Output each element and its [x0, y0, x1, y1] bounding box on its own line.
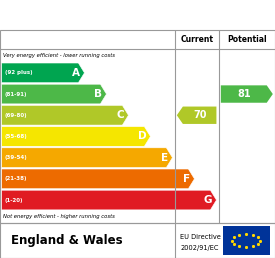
- Text: (55-68): (55-68): [5, 134, 28, 139]
- Text: (81-91): (81-91): [5, 92, 28, 96]
- Text: (1-20): (1-20): [5, 198, 23, 203]
- Text: 2002/91/EC: 2002/91/EC: [180, 245, 219, 251]
- Polygon shape: [2, 169, 194, 189]
- Text: (92 plus): (92 plus): [5, 70, 32, 75]
- Polygon shape: [2, 106, 128, 125]
- Text: B: B: [94, 89, 102, 99]
- Text: EU Directive: EU Directive: [180, 234, 221, 240]
- Text: (21-38): (21-38): [5, 176, 28, 181]
- Text: 81: 81: [237, 89, 251, 99]
- Text: Very energy efficient - lower running costs: Very energy efficient - lower running co…: [3, 53, 115, 58]
- Text: Not energy efficient - higher running costs: Not energy efficient - higher running co…: [3, 214, 115, 219]
- Text: England & Wales: England & Wales: [11, 234, 123, 247]
- Text: Current: Current: [180, 35, 213, 44]
- Text: C: C: [116, 110, 124, 120]
- Polygon shape: [2, 63, 84, 83]
- Polygon shape: [2, 148, 172, 167]
- Text: Energy Efficiency Rating: Energy Efficiency Rating: [8, 9, 192, 22]
- Text: E: E: [161, 153, 168, 163]
- Polygon shape: [221, 85, 273, 103]
- Text: (39-54): (39-54): [5, 155, 28, 160]
- Text: D: D: [138, 131, 147, 141]
- Text: 70: 70: [193, 110, 207, 120]
- Text: (69-80): (69-80): [5, 113, 28, 118]
- Text: Potential: Potential: [227, 35, 267, 44]
- Polygon shape: [2, 84, 106, 104]
- Text: A: A: [72, 68, 80, 78]
- Polygon shape: [2, 127, 150, 146]
- Text: F: F: [183, 174, 190, 184]
- Bar: [223, 226, 270, 255]
- Polygon shape: [177, 107, 216, 124]
- Text: G: G: [204, 195, 212, 205]
- Polygon shape: [2, 190, 216, 210]
